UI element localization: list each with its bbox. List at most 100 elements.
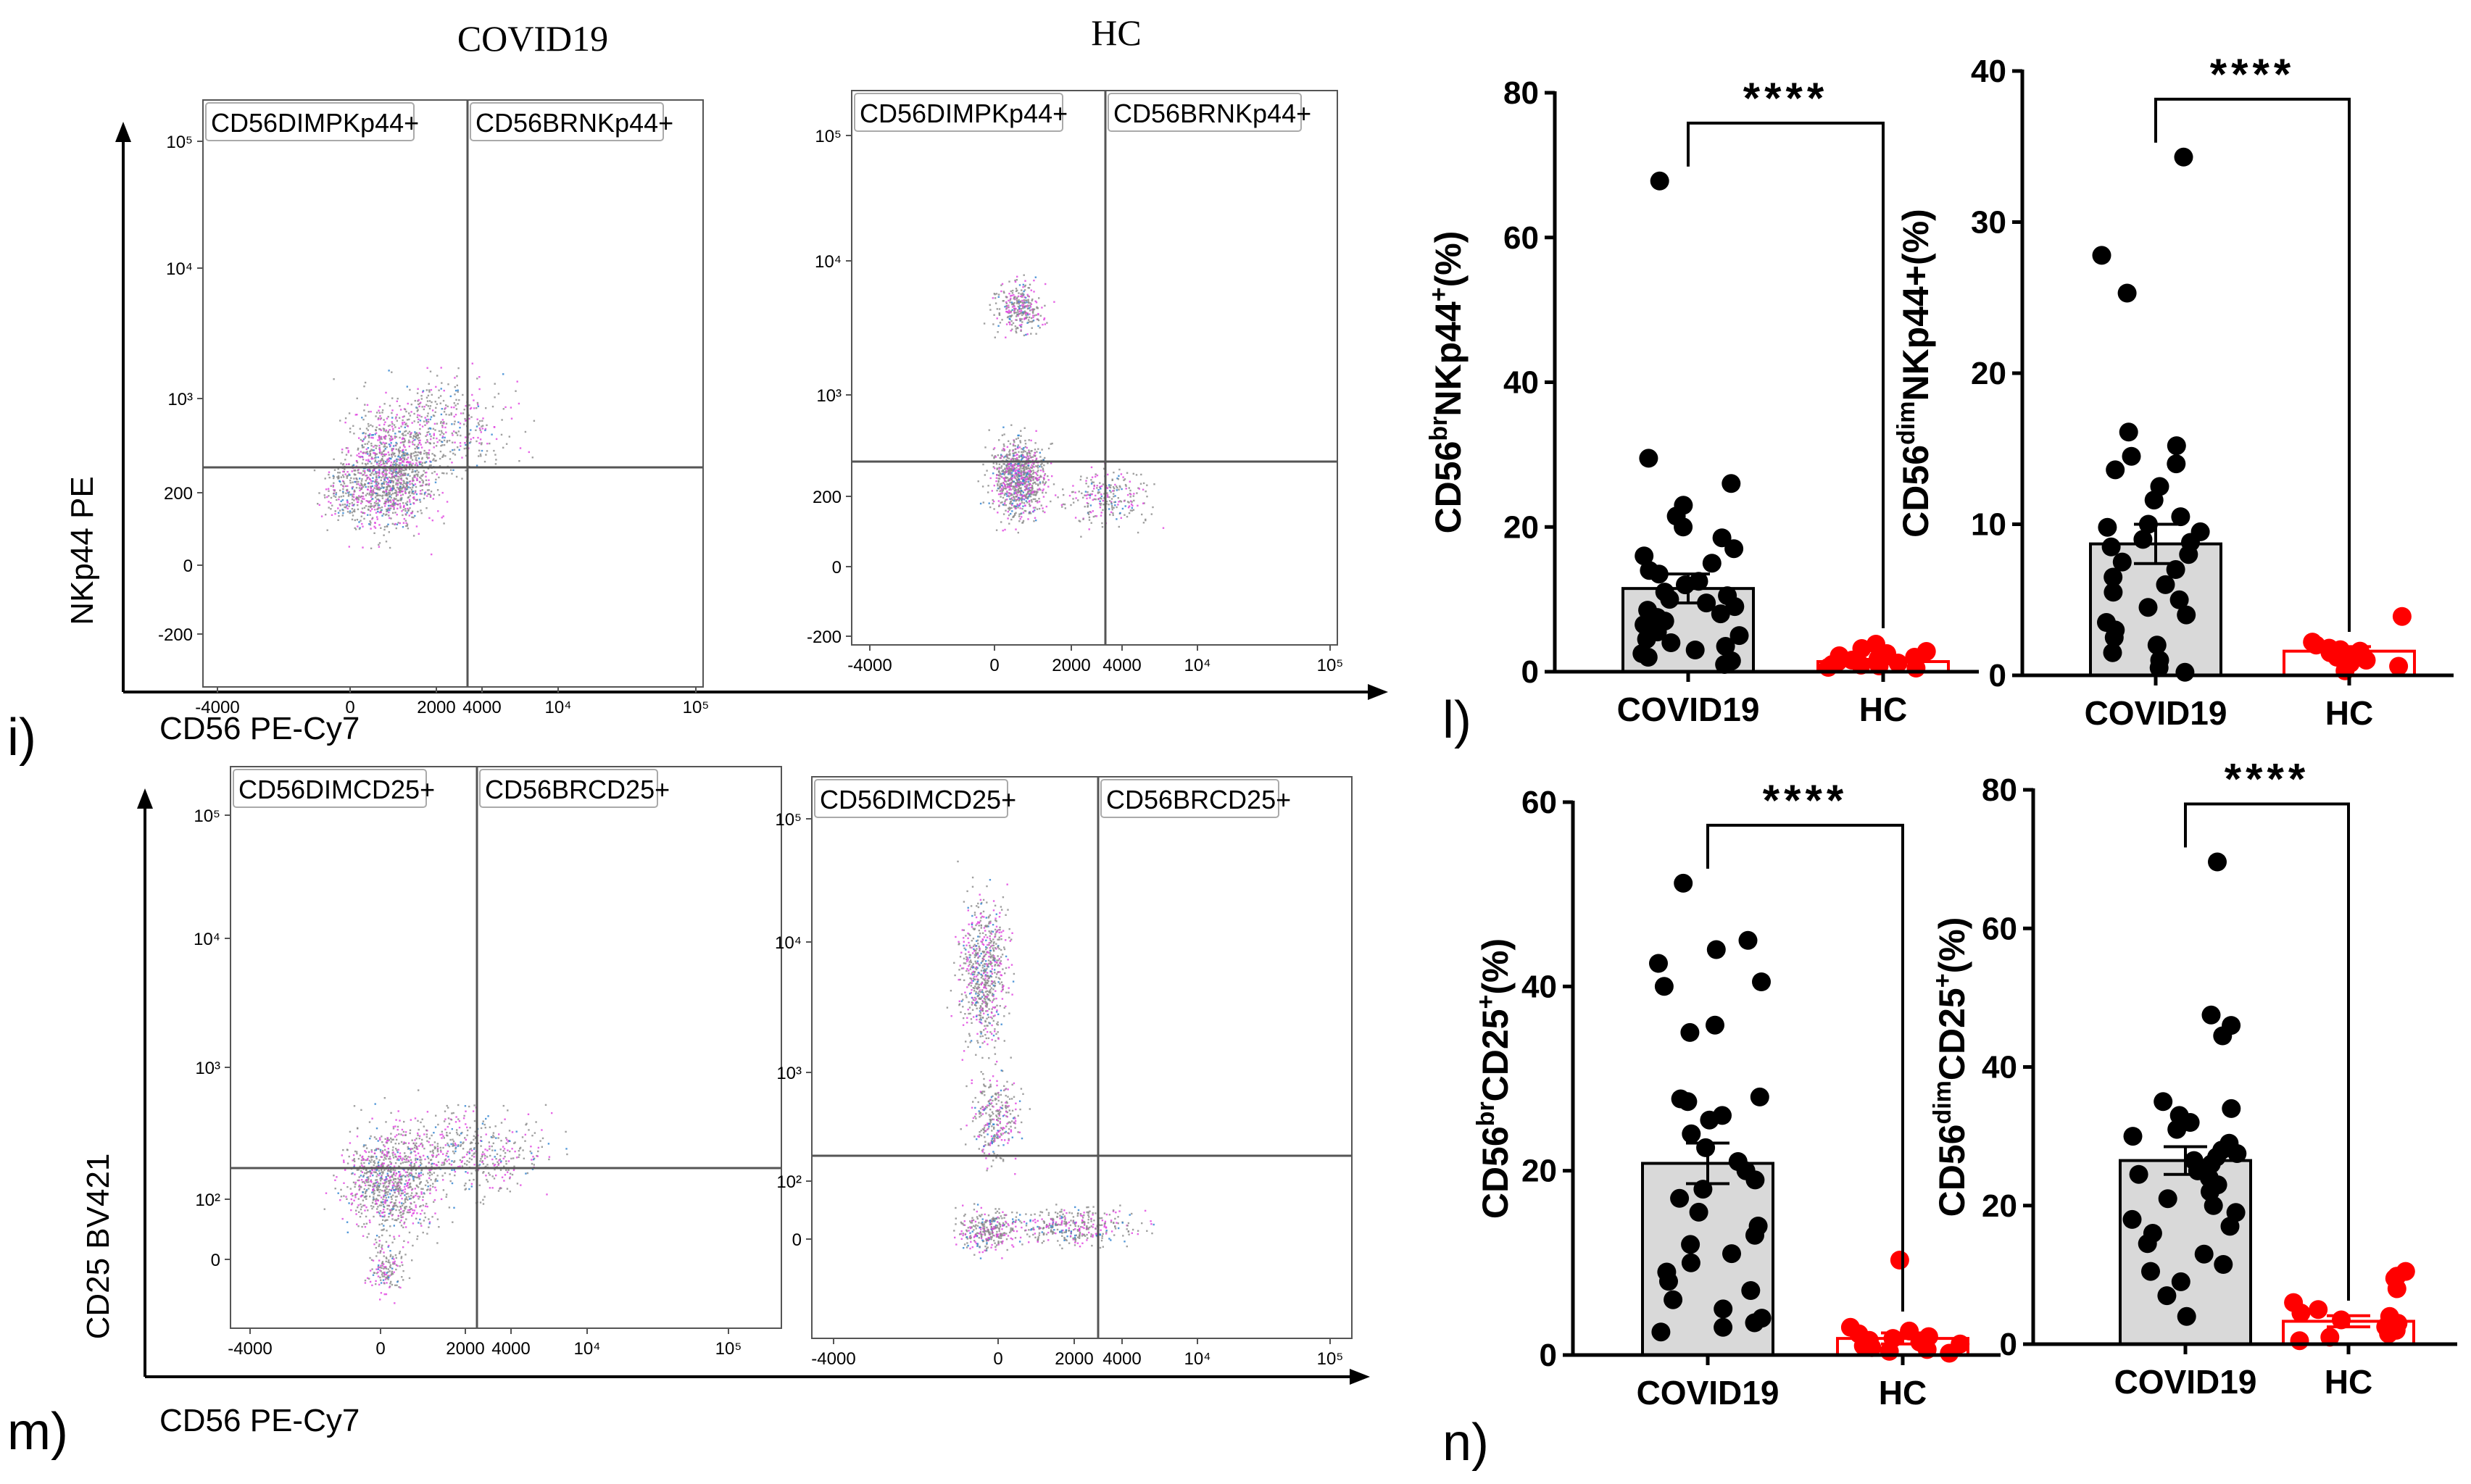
flow-event-dot: [1042, 480, 1045, 483]
flow-event-dot: [362, 525, 364, 528]
flow-event-dot: [1001, 491, 1003, 493]
flow-event-dot: [391, 1184, 394, 1187]
flow-event-dot: [402, 483, 404, 486]
flow-event-dot: [1042, 510, 1045, 512]
flow-event-dot: [337, 478, 339, 480]
flow-event-dot: [396, 1284, 398, 1286]
flow-event-dot: [997, 487, 1000, 490]
flow-event-dot: [394, 1284, 396, 1286]
flow-ylabel-nkp44: NKp44 PE: [65, 476, 100, 625]
flow-event-dot: [394, 426, 396, 428]
flow-event-dot: [363, 507, 366, 509]
flow-event-dot: [394, 1162, 397, 1164]
flow-event-dot: [1018, 446, 1021, 449]
flow-event-dot: [519, 1148, 521, 1150]
flow-event-dot: [416, 1158, 419, 1161]
flow-event-dot: [375, 495, 378, 497]
flow-event-dot: [405, 1198, 407, 1200]
flow-event-dot: [998, 470, 1000, 472]
flow-event-dot: [1033, 308, 1036, 311]
flow-event-dot: [391, 1176, 394, 1178]
flow-event-dot: [382, 491, 384, 493]
flow-event-dot: [400, 1133, 402, 1135]
flow-event-dot: [1010, 503, 1013, 505]
flow-event-dot: [364, 1172, 366, 1175]
flow-event-dot: [521, 1136, 524, 1138]
flow-event-dot: [373, 1182, 375, 1185]
flow-event-dot: [1033, 279, 1035, 282]
flow-event-dot: [428, 1221, 431, 1223]
flow-event-dot: [374, 1238, 377, 1241]
flow-event-dot: [378, 1174, 380, 1177]
flow-event-dot: [390, 1189, 393, 1192]
flow-event-dot: [418, 441, 421, 444]
flow-event-dot: [1129, 489, 1131, 492]
flow-event-dot: [390, 1112, 392, 1114]
flow-event-dot: [408, 1196, 410, 1198]
flow-event-dot: [1041, 462, 1043, 465]
flow-event-dot: [383, 528, 386, 531]
flow-event-dot: [998, 505, 1000, 507]
flow-event-dot: [478, 1164, 481, 1166]
flow-event-dot: [389, 507, 392, 509]
flow-event-dot: [1017, 437, 1019, 439]
flow-event-dot: [1017, 475, 1020, 478]
flow-event-dot: [423, 1220, 425, 1222]
flow-event-dot: [427, 1172, 429, 1175]
flow-event-dot: [434, 1146, 437, 1149]
flow-event-dot: [396, 420, 398, 422]
flow-event-dot: [417, 1186, 420, 1188]
flow-event-dot: [370, 486, 373, 488]
flow-event-dot: [367, 1209, 369, 1212]
flow-event-dot: [377, 1275, 380, 1277]
flow-event-dot: [1071, 491, 1073, 493]
flow-event-dot: [373, 525, 375, 528]
flow-event-dot: [1010, 301, 1013, 304]
flow-event-dot: [1019, 440, 1021, 442]
flow-event-dot: [428, 1174, 431, 1177]
flow-event-dot: [1019, 312, 1022, 314]
flow-event-dot: [429, 496, 432, 498]
flow-event-dot: [396, 1206, 399, 1208]
flow-event-dot: [339, 489, 341, 491]
flow-event-dot: [370, 506, 372, 509]
flow-event-dot: [1047, 447, 1050, 450]
flow-event-dot: [464, 1188, 466, 1191]
flow-event-dot: [1017, 507, 1019, 509]
flow-event-dot: [480, 1158, 482, 1160]
flow-event-dot: [399, 456, 402, 459]
flow-event-dot: [360, 482, 362, 485]
flow-event-dot: [387, 1175, 389, 1177]
flow-event-dot: [370, 457, 373, 459]
flow-event-dot: [1021, 453, 1023, 456]
flow-event-dot: [375, 478, 378, 481]
flow-event-dot: [1033, 463, 1035, 465]
flow-event-dot: [357, 1198, 360, 1200]
flow-event-dot: [984, 974, 987, 976]
flow-event-dot: [968, 933, 971, 935]
flow-event-dot: [1043, 475, 1046, 477]
flow-event-dot: [1142, 502, 1145, 504]
flow-event-dot: [399, 1221, 402, 1224]
flow-event-dot: [361, 1171, 364, 1173]
flow-event-dot: [1007, 517, 1009, 520]
flow-event-dot: [387, 415, 389, 418]
flow-event-dot: [394, 1204, 396, 1207]
flow-event-dot: [384, 1202, 386, 1204]
flow-event-dot: [449, 469, 452, 471]
flow-event-dot: [401, 1175, 403, 1177]
flow-event-dot: [382, 462, 385, 465]
flow-event-dot: [320, 515, 323, 517]
flow-event-dot: [401, 454, 404, 457]
flow-event-dot: [391, 456, 393, 458]
flow-event-dot: [324, 478, 326, 480]
flow-event-dot: [357, 449, 359, 451]
flow-event-dot: [1101, 522, 1103, 525]
flow-event-dot: [1015, 496, 1018, 498]
flow-event-dot: [393, 1177, 395, 1180]
flow-event-dot: [421, 475, 423, 477]
flow-event-dot: [1003, 502, 1006, 504]
flow-event-dot: [463, 409, 465, 411]
flow-event-dot: [1006, 316, 1009, 319]
flow-event-dot: [352, 493, 355, 496]
